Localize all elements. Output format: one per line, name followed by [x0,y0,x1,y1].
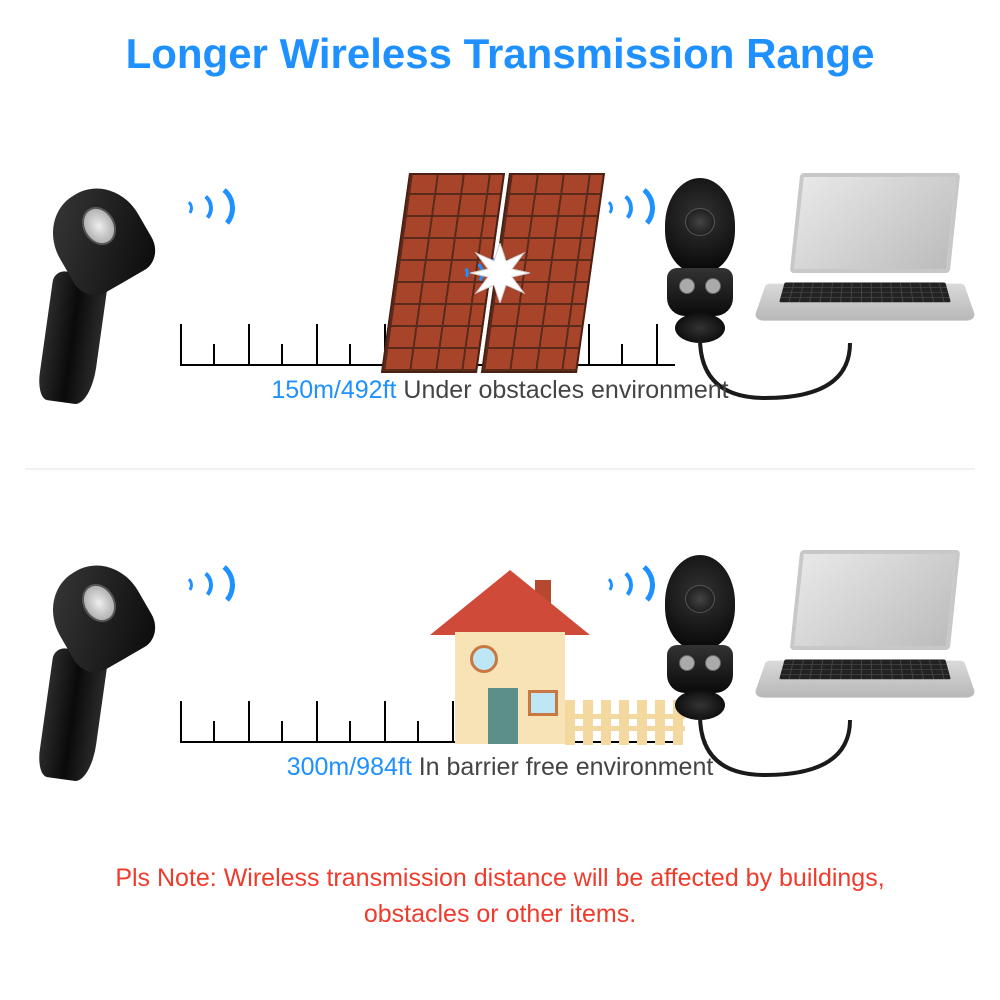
house-icon [440,570,580,745]
laptop-icon [760,173,970,333]
scenario-caption: 150m/492ft Under obstacles environment [25,376,975,405]
distance-value: 300m/984ft [287,753,412,781]
scenario-obstacles: 150m/492ft Under obstacles environment [25,118,975,448]
barcode-scanner-icon [45,188,175,398]
wireless-signal-icon [595,555,655,615]
scenario-barrier-free: 300m/984ft In barrier free environment [25,495,975,825]
barcode-scanner-icon [45,565,175,775]
wireless-signal-icon [175,178,235,238]
distance-value: 150m/492ft [271,376,396,404]
signal-burst-icon [470,243,530,303]
distance-description: In barrier free environment [412,753,714,781]
disclaimer-note: Pls Note: Wireless transmission distance… [25,860,975,933]
wireless-signal-icon [595,178,655,238]
laptop-icon [760,550,970,710]
receiver-dock-icon [655,555,745,735]
scenario-caption: 300m/984ft In barrier free environment [25,753,975,782]
receiver-dock-icon [655,178,745,358]
distance-description: Under obstacles environment [396,376,728,404]
section-divider [25,468,975,470]
page-title: Longer Wireless Transmission Range [25,30,975,78]
wireless-signal-icon [175,555,235,615]
